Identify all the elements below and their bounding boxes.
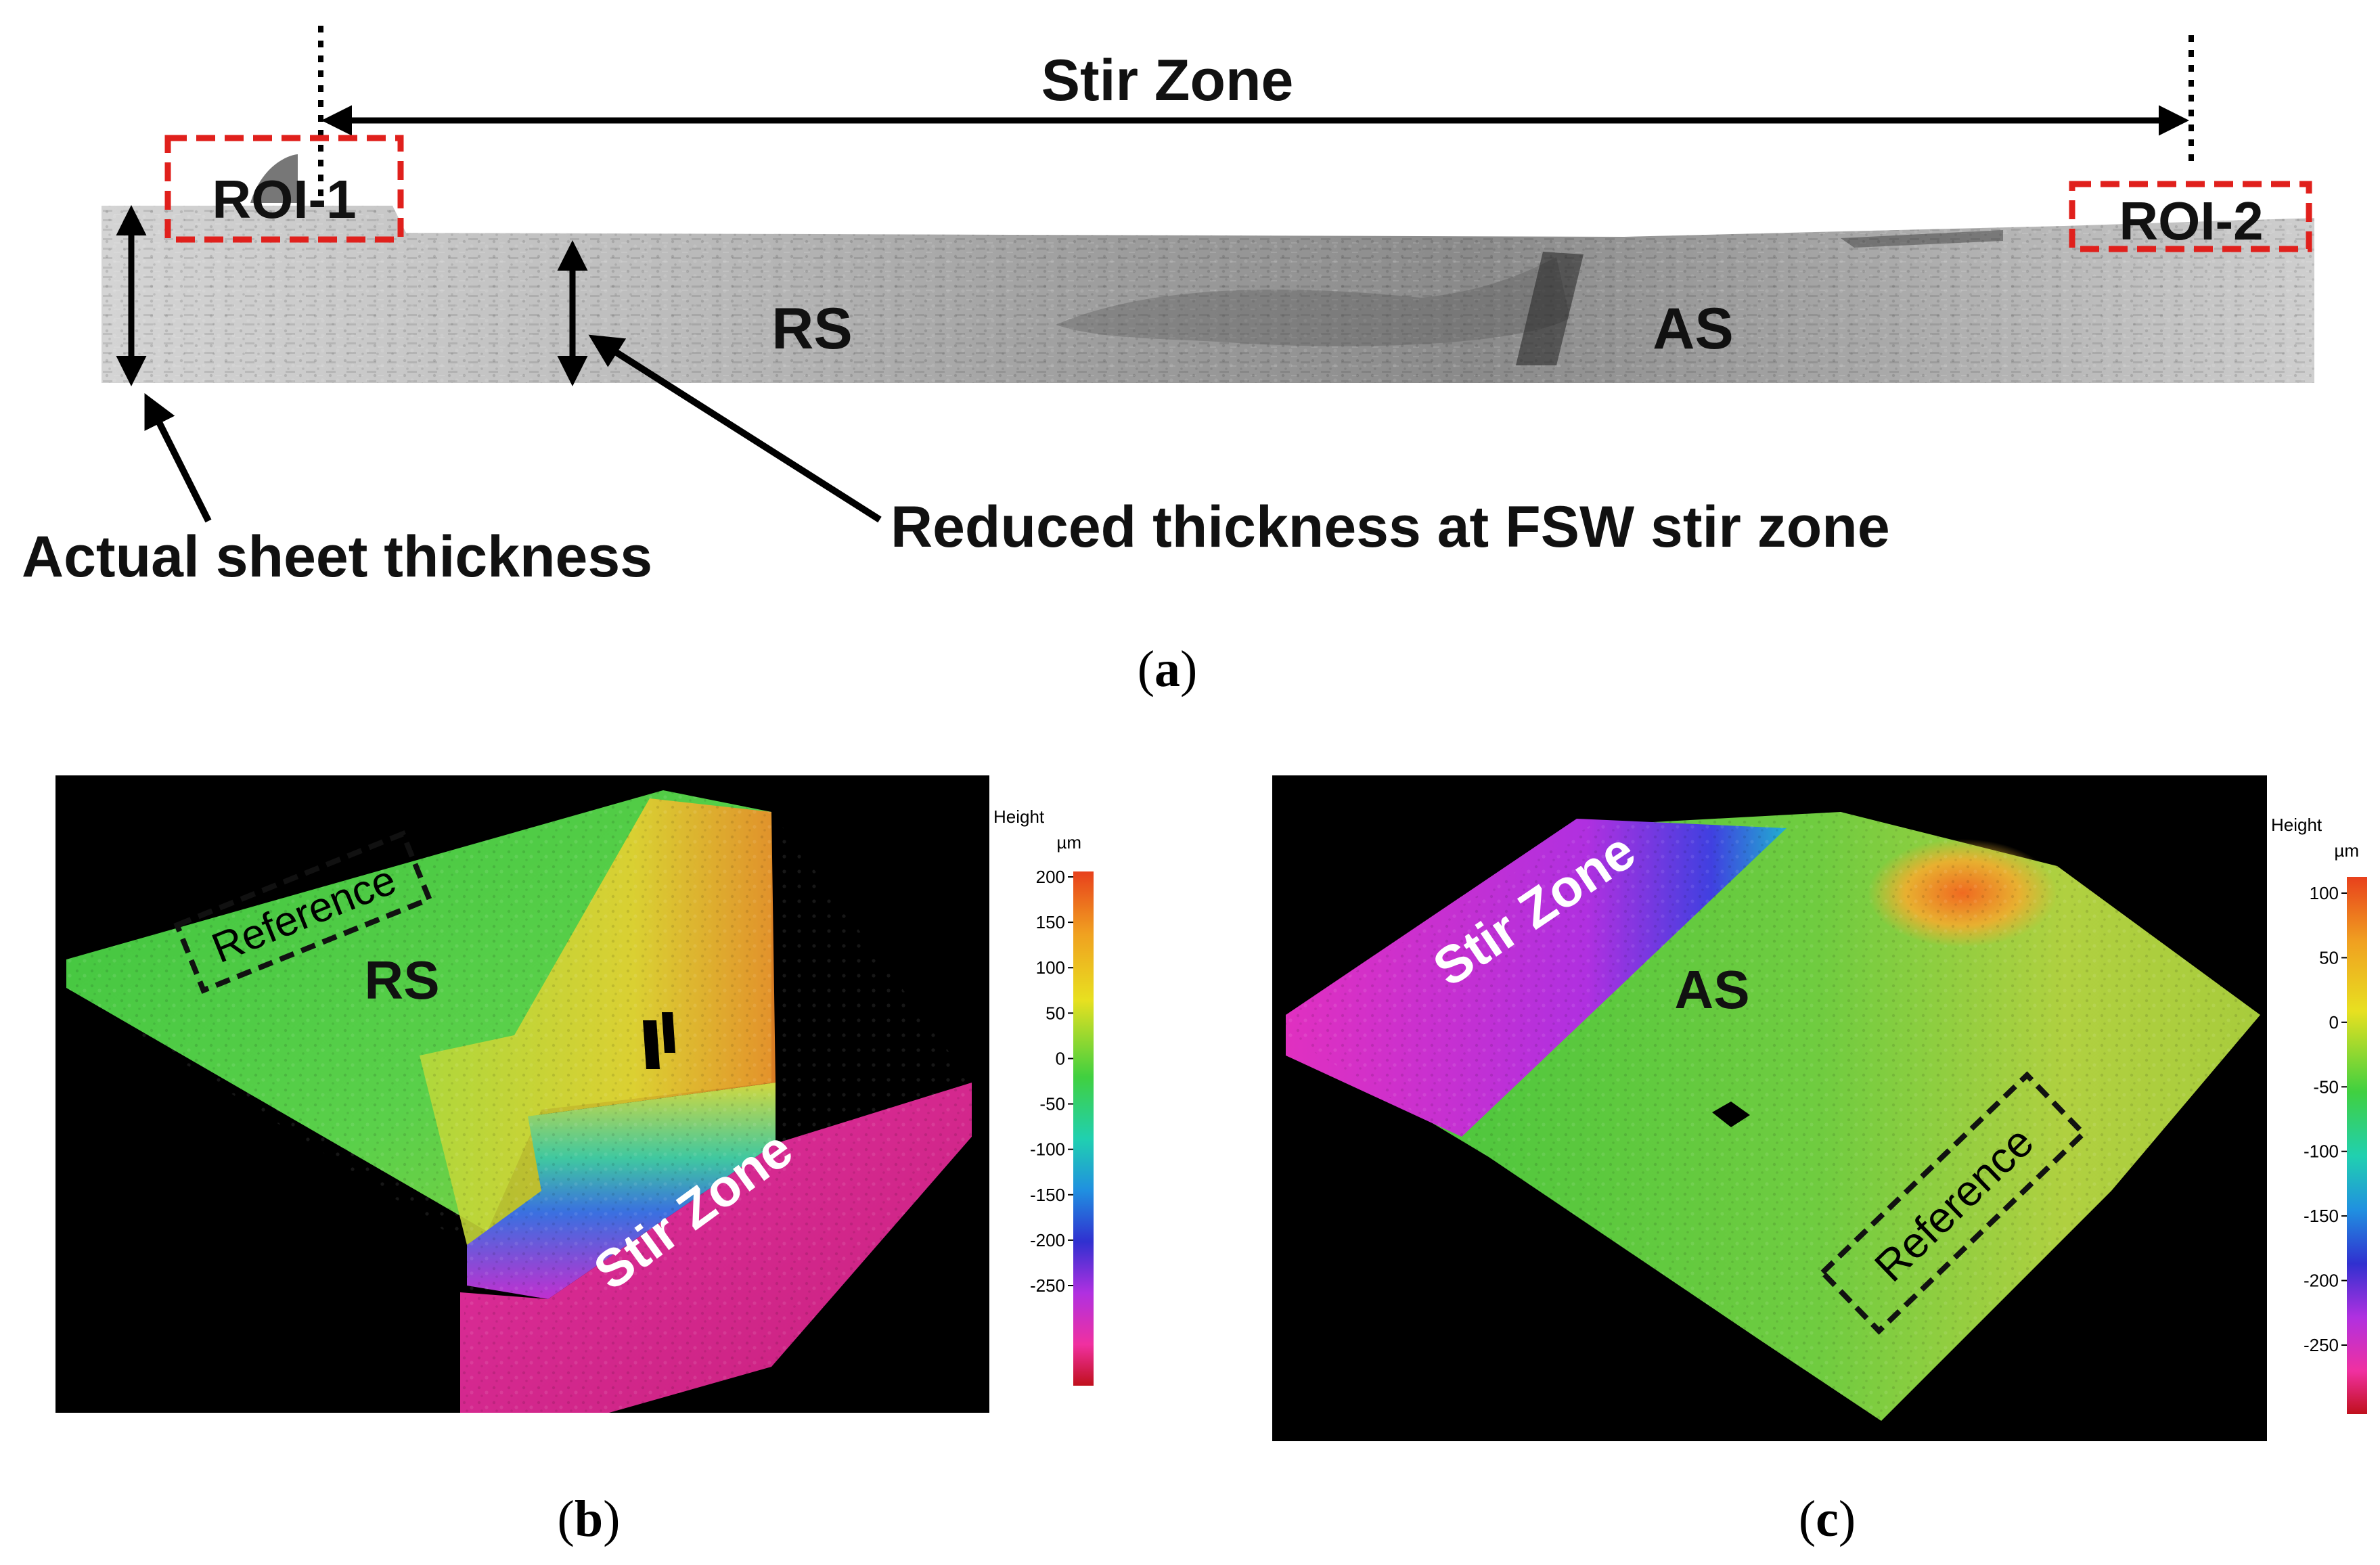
colorbar-tick-label: -200 xyxy=(2304,1271,2339,1291)
caption-a: (a) xyxy=(1138,641,1198,698)
rs-label: RS xyxy=(771,296,852,361)
colorbar-c-title: Height xyxy=(2271,815,2322,835)
reduced-thickness-pointer xyxy=(588,334,882,523)
colorbar-b xyxy=(1073,871,1094,1386)
roi-1-label: ROI-1 xyxy=(212,169,356,229)
colorbar-b-unit: µm xyxy=(1056,832,1081,853)
colorbar-c-unit: µm xyxy=(2334,840,2359,861)
roi-1-box xyxy=(164,135,404,243)
colorbar-tick-label: -100 xyxy=(2304,1141,2339,1162)
colorbar-b-title: Height xyxy=(993,807,1045,827)
panel-b: Reference RS Stir Zone Height µm 2001501… xyxy=(55,775,1107,1547)
colorbar-tick-label: -50 xyxy=(2313,1076,2339,1097)
colorbar-c-ticks: 100 50 0 -50 -100 -150 -200 -250 xyxy=(2304,883,2347,1355)
colorbar-tick-label: 50 xyxy=(1046,1003,1065,1023)
colorbar-tick-label: 0 xyxy=(1056,1048,1065,1068)
colorbar-tick-label: 0 xyxy=(2329,1012,2339,1033)
as-label-c: AS xyxy=(1674,959,1749,1020)
actual-thickness-label: Actual sheet thickness xyxy=(22,524,652,589)
caption-b: (b) xyxy=(558,1491,621,1547)
colorbar-tick-label: 150 xyxy=(1036,912,1065,932)
colorbar-tick-label: 200 xyxy=(1036,867,1065,887)
colorbar-tick-label: -150 xyxy=(2304,1206,2339,1226)
colorbar-c xyxy=(2347,877,2367,1414)
stir-zone-label: Stir Zone xyxy=(1041,48,1294,113)
colorbar-tick-label: 100 xyxy=(1036,957,1065,978)
colorbar-tick-label: 100 xyxy=(2310,883,2339,903)
colorbar-tick-label: -50 xyxy=(1039,1094,1065,1114)
colorbar-tick-label: 50 xyxy=(2319,947,2339,968)
colorbar-tick-label: -200 xyxy=(1030,1230,1065,1250)
colorbar-tick-label: -150 xyxy=(1030,1185,1065,1205)
weld-flow-pattern xyxy=(1056,257,1570,346)
actual-thickness-pointer xyxy=(144,393,212,523)
reference-box-b xyxy=(173,830,433,994)
caption-c: (c) xyxy=(1799,1491,1856,1547)
colorbar-tick-label: -250 xyxy=(2304,1335,2339,1355)
colorbar-tick-label: -250 xyxy=(1030,1275,1065,1296)
roi-2-label: ROI-2 xyxy=(2119,191,2263,251)
colorbar-b-ticks: 200 150 100 50 0 -50 -100 -150 -200 -250 xyxy=(1030,867,1073,1296)
reduced-thickness-label: Reduced thickness at FSW stir zone xyxy=(891,495,1890,560)
as-label: AS xyxy=(1653,296,1733,361)
colorbar-tick-label: -100 xyxy=(1030,1139,1065,1160)
roi-2-box xyxy=(2069,181,2312,252)
panel-a: Stir Zone ROI-1 ROI-2 RS AS Actual sheet… xyxy=(22,26,2314,698)
panel-c: Reference AS Stir Zone Height µm 100500-… xyxy=(1272,775,2373,1547)
rs-label-b: RS xyxy=(364,950,439,1010)
